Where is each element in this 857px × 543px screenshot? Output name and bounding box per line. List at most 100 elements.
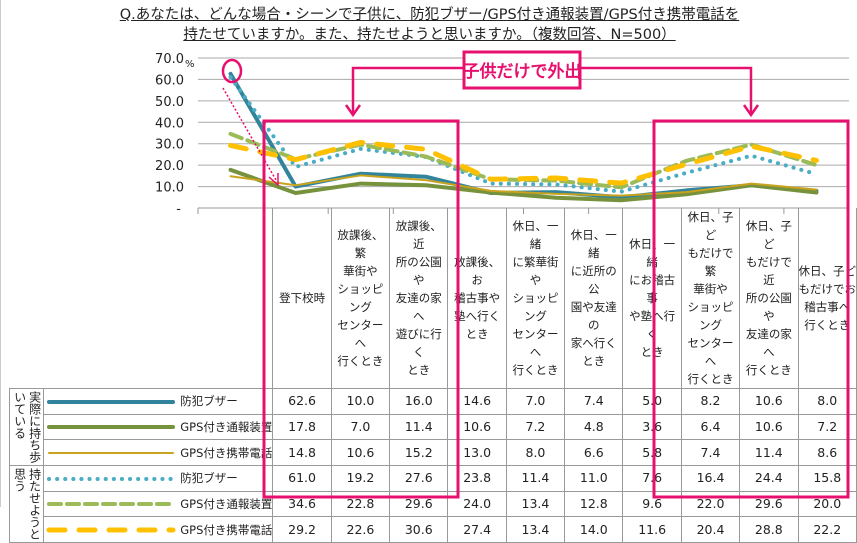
data-cell: 22.0 bbox=[681, 491, 739, 517]
category-label-line: 行くとき bbox=[512, 363, 558, 377]
category-label-line: ショッピング bbox=[337, 282, 383, 314]
data-cell: 23.8 bbox=[448, 466, 506, 492]
category-label-line: 華街や bbox=[693, 282, 728, 296]
category-label-line: 華街や bbox=[343, 264, 378, 278]
data-cell: 13.0 bbox=[448, 440, 506, 466]
group-cell: 実際に持ち歩いている bbox=[10, 389, 44, 466]
data-cell: 7.2 bbox=[506, 414, 564, 440]
legend-line-swatch bbox=[46, 397, 176, 407]
category-label-line: 家へ行くとき bbox=[571, 336, 617, 368]
data-cell: 8.0 bbox=[798, 389, 857, 415]
group-cell: 持たせようと思う bbox=[10, 466, 44, 543]
callout-connector-right bbox=[581, 68, 751, 113]
category-label-line: 登下校時 bbox=[279, 291, 325, 305]
category-label-line: 行くとき bbox=[687, 372, 733, 386]
legend-entry: GPS付き携帯電話 bbox=[44, 440, 273, 466]
data-cell: 10.0 bbox=[331, 389, 389, 415]
category-label-line: 休日、子ど bbox=[746, 219, 792, 251]
data-cell: 22.6 bbox=[331, 517, 389, 543]
category-label-line: もだけで近 bbox=[746, 255, 792, 287]
data-cell: 27.6 bbox=[390, 466, 448, 492]
category-label-line: もだけでお bbox=[799, 282, 857, 296]
data-cell: 28.8 bbox=[740, 517, 798, 543]
data-cell: 7.2 bbox=[798, 414, 857, 440]
data-cell: 14.0 bbox=[565, 517, 623, 543]
y-tick-label: 30.0 bbox=[155, 138, 184, 153]
category-label-line: とき bbox=[641, 345, 664, 359]
data-cell: 15.8 bbox=[798, 466, 857, 492]
category-header: 放課後、繁華街やショッピングセンターへ行くとき bbox=[331, 208, 389, 389]
data-table: 登下校時放課後、繁華街やショッピングセンターへ行くとき放課後、近所の公園や友達の… bbox=[9, 208, 857, 543]
data-cell: 20.0 bbox=[798, 491, 857, 517]
arrow-down-icon bbox=[346, 105, 360, 115]
data-cell: 17.8 bbox=[273, 414, 331, 440]
y-tick-label: 40.0 bbox=[155, 116, 184, 131]
data-cell: 3.6 bbox=[623, 414, 681, 440]
data-cell: 61.0 bbox=[273, 466, 331, 492]
data-cell: 7.4 bbox=[565, 389, 623, 415]
title-line-2: 持たせていますか。また、持たせようと思いますか。（複数回答、N=500） bbox=[183, 27, 675, 43]
data-cell: 16.0 bbox=[390, 389, 448, 415]
series-line-1 bbox=[231, 170, 817, 200]
category-label-line: 稽古事へ bbox=[804, 300, 850, 314]
series-line-3 bbox=[231, 77, 817, 191]
data-cell: 24.4 bbox=[740, 466, 798, 492]
data-cell: 10.6 bbox=[331, 440, 389, 466]
y-tick-label: 70.0 bbox=[155, 52, 184, 67]
legend-label: GPS付き携帯電話 bbox=[180, 523, 272, 537]
series-line-2 bbox=[231, 175, 817, 195]
data-cell: 10.6 bbox=[740, 414, 798, 440]
header-row: 登下校時放課後、繁華街やショッピングセンターへ行くとき放課後、近所の公園や友達の… bbox=[10, 208, 857, 389]
data-cell: 10.6 bbox=[448, 414, 506, 440]
category-label-line: に繁華街や bbox=[512, 255, 558, 287]
data-cell: 29.6 bbox=[390, 491, 448, 517]
data-cell: 4.8 bbox=[565, 414, 623, 440]
chart-title: Q.あなたは、どんな場合・シーンで子供に、防犯ブザー/GPS付き通報装置/GPS… bbox=[1, 5, 857, 45]
category-header: 休日、子どもだけでお稽古事へ行くとき bbox=[798, 208, 857, 389]
legend-entry: GPS付き通報装置 bbox=[44, 491, 273, 517]
data-cell: 16.4 bbox=[681, 466, 739, 492]
category-label-line: 放課後、近 bbox=[396, 219, 442, 251]
data-cell: 7.0 bbox=[331, 414, 389, 440]
data-cell: 30.6 bbox=[390, 517, 448, 543]
y-tick-label: 20.0 bbox=[155, 159, 184, 174]
category-label-line: 遊びに行く bbox=[396, 327, 442, 359]
category-label-line: 行くとき bbox=[746, 363, 792, 377]
category-label-line: 休日、一緒 bbox=[512, 219, 558, 251]
category-header: 休日、一緒にお稽古事や塾へ行くとき bbox=[623, 208, 681, 389]
category-label-line: もだけで繁 bbox=[687, 246, 733, 278]
y-tick-label: 60.0 bbox=[155, 73, 184, 88]
data-cell: 14.8 bbox=[273, 440, 331, 466]
category-label-line: ショッピング bbox=[512, 291, 558, 323]
category-label-line: センターへ bbox=[512, 327, 558, 359]
data-cell: 14.6 bbox=[448, 389, 506, 415]
legend-entry: 防犯ブザー bbox=[44, 466, 273, 492]
data-cell: 7.6 bbox=[623, 466, 681, 492]
category-header: 休日、一緒に近所の公園や友達の家へ行くとき bbox=[565, 208, 623, 389]
data-cell: 29.2 bbox=[273, 517, 331, 543]
data-cell: 8.2 bbox=[681, 389, 739, 415]
category-label-line: 所の公園や bbox=[396, 255, 442, 287]
data-cell: 11.6 bbox=[623, 517, 681, 543]
legend-label: GPS付き通報装置 bbox=[180, 497, 272, 511]
data-cell: 29.6 bbox=[740, 491, 798, 517]
legend-label: 防犯ブザー bbox=[180, 394, 238, 408]
group-label: 実際に持ち歩いている bbox=[12, 391, 42, 465]
data-cell: 7.4 bbox=[681, 440, 739, 466]
y-unit-label: % bbox=[185, 59, 195, 70]
legend-label: 防犯ブザー bbox=[180, 471, 238, 485]
category-label-line: 行くとき bbox=[804, 318, 850, 332]
category-label-line: 休日、一緒 bbox=[571, 228, 617, 260]
category-label-line: センターへ bbox=[687, 336, 733, 368]
category-label-line: 所の公園や bbox=[746, 291, 792, 323]
data-cell: 11.4 bbox=[740, 440, 798, 466]
category-header: 休日、一緒に繁華街やショッピングセンターへ行くとき bbox=[506, 208, 564, 389]
legend-line-swatch bbox=[46, 525, 176, 535]
data-cell: 12.8 bbox=[565, 491, 623, 517]
callout-box bbox=[464, 52, 580, 88]
data-cell: 11.4 bbox=[390, 414, 448, 440]
data-cell: 22.8 bbox=[331, 491, 389, 517]
category-label-line: 塾へ行くとき bbox=[454, 309, 500, 341]
